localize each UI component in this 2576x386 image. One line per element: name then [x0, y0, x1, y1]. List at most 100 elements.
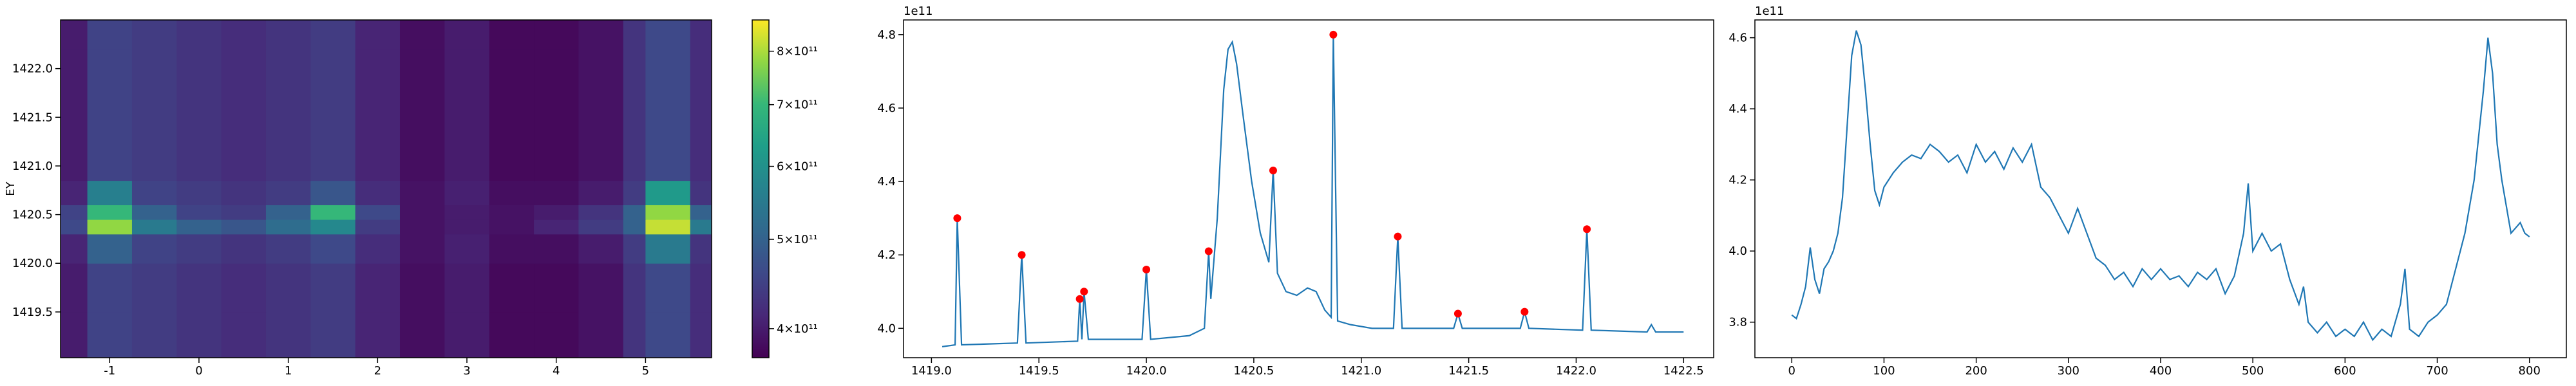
peak-marker	[953, 214, 961, 223]
x-tick-label: 1422.5	[1663, 364, 1704, 378]
heatmap-cell	[690, 49, 712, 98]
y-tick-label: 4.2	[1728, 174, 1747, 187]
heatmap-cell	[221, 234, 267, 264]
heatmap-cell	[355, 234, 401, 264]
heatmap-cell	[534, 98, 579, 147]
heatmap-cell	[444, 219, 490, 235]
heatmap-cell	[355, 20, 401, 50]
peak-marker	[1142, 266, 1151, 274]
heatmap-cell	[265, 205, 311, 220]
heatmap-cell	[645, 49, 691, 98]
peak-marker	[1520, 308, 1529, 316]
heatmap-cell	[87, 98, 133, 147]
y-tick-label: 4.2	[877, 248, 896, 262]
heatmap-cell	[61, 234, 88, 264]
x-tick-label: 600	[2334, 364, 2356, 378]
heatmap-cell	[489, 146, 535, 181]
axes-frame	[60, 19, 712, 358]
heatmap-cell	[61, 20, 88, 50]
heatmap-cell	[645, 20, 691, 50]
heatmap-cell	[444, 146, 490, 181]
heatmap-cell	[176, 20, 222, 50]
heatmap-cell	[534, 180, 579, 205]
heatmap-cell	[578, 49, 624, 98]
heatmap-cell	[221, 20, 267, 50]
x-tick-label: 1422.0	[1556, 364, 1596, 378]
heatmap-cell	[221, 146, 267, 181]
heatmap-cell	[176, 180, 222, 205]
heatmap-cell	[623, 49, 646, 98]
heatmap-cell	[623, 20, 646, 50]
heatmap-cell	[690, 234, 712, 264]
heatmap-cell	[399, 219, 445, 235]
y-axis-label: EY	[4, 181, 17, 196]
heatmap-cell	[131, 234, 177, 264]
axes-frame	[1754, 19, 2567, 358]
x-tick-label: 400	[2150, 364, 2172, 378]
heatmap-cell	[310, 98, 356, 147]
peak-marker	[1329, 30, 1338, 39]
x-tick-label: 2	[374, 364, 381, 378]
heatmap-cell	[444, 311, 490, 358]
offset-text: 1e11	[904, 5, 933, 18]
heatmap-cell	[310, 234, 356, 264]
heatmap-cell	[578, 219, 624, 235]
heatmap-cell	[399, 98, 445, 147]
x-tick-label: 5	[642, 364, 649, 378]
heatmap-cell	[623, 234, 646, 264]
x-tick-label: 1421.5	[1448, 364, 1489, 378]
heatmap-cell	[221, 263, 267, 313]
peak-marker	[1269, 166, 1277, 174]
heatmap-cell	[578, 263, 624, 313]
heatmap-cell	[399, 311, 445, 358]
heatmap-cell	[399, 49, 445, 98]
heatmap-cell	[355, 146, 401, 181]
heatmap-cell	[131, 205, 177, 220]
heatmap-cell	[221, 219, 267, 235]
y-tick-label: 1422.0	[12, 62, 53, 76]
heatmap-cell	[623, 180, 646, 205]
heatmap-cell	[265, 146, 311, 181]
heatmap-cell	[444, 263, 490, 313]
heatmap-cell	[61, 311, 88, 358]
heatmap-cell	[265, 49, 311, 98]
y-tick-label: 4.6	[877, 102, 896, 115]
heatmap-cell	[399, 20, 445, 50]
heatmap-cell	[444, 49, 490, 98]
x-tick-label: 1420.0	[1126, 364, 1167, 378]
heatmap-cell	[489, 205, 535, 220]
x-tick-label: 1419.5	[1019, 364, 1059, 378]
heatmap-cell	[489, 180, 535, 205]
x-tick-label: 300	[2058, 364, 2079, 378]
heatmap-cell	[489, 98, 535, 147]
colorbar	[752, 19, 770, 358]
heatmap-cell	[645, 98, 691, 147]
heatmap-cell	[310, 219, 356, 235]
heatmap-cell	[265, 20, 311, 50]
data-line	[1791, 30, 2530, 342]
x-tick-label: 800	[2519, 364, 2541, 378]
heatmap-cell	[61, 146, 88, 181]
x-tick-label: 0	[195, 364, 202, 378]
heatmap-cell	[399, 146, 445, 181]
heatmap-cell	[399, 180, 445, 205]
heatmap-cell	[534, 205, 579, 220]
y-tick-label: 4.4	[877, 175, 896, 188]
heatmap-cell	[87, 180, 133, 205]
heatmap-cell	[265, 98, 311, 147]
colorbar-tick-label: 8×10¹¹	[777, 45, 818, 59]
x-tick-label: 1	[285, 364, 292, 378]
heatmap-cell	[131, 263, 177, 313]
heatmap-cell	[578, 146, 624, 181]
heatmap-cell	[310, 263, 356, 313]
heatmap-cell	[61, 205, 88, 220]
heatmap-cell	[534, 234, 579, 264]
heatmap-cell	[221, 205, 267, 220]
peak-marker	[1080, 288, 1088, 296]
y-tick-label: 1421.0	[12, 160, 53, 173]
heatmap-cell	[310, 49, 356, 98]
y-tick-label: 3.8	[1728, 316, 1747, 329]
heatmap-cell	[87, 311, 133, 358]
